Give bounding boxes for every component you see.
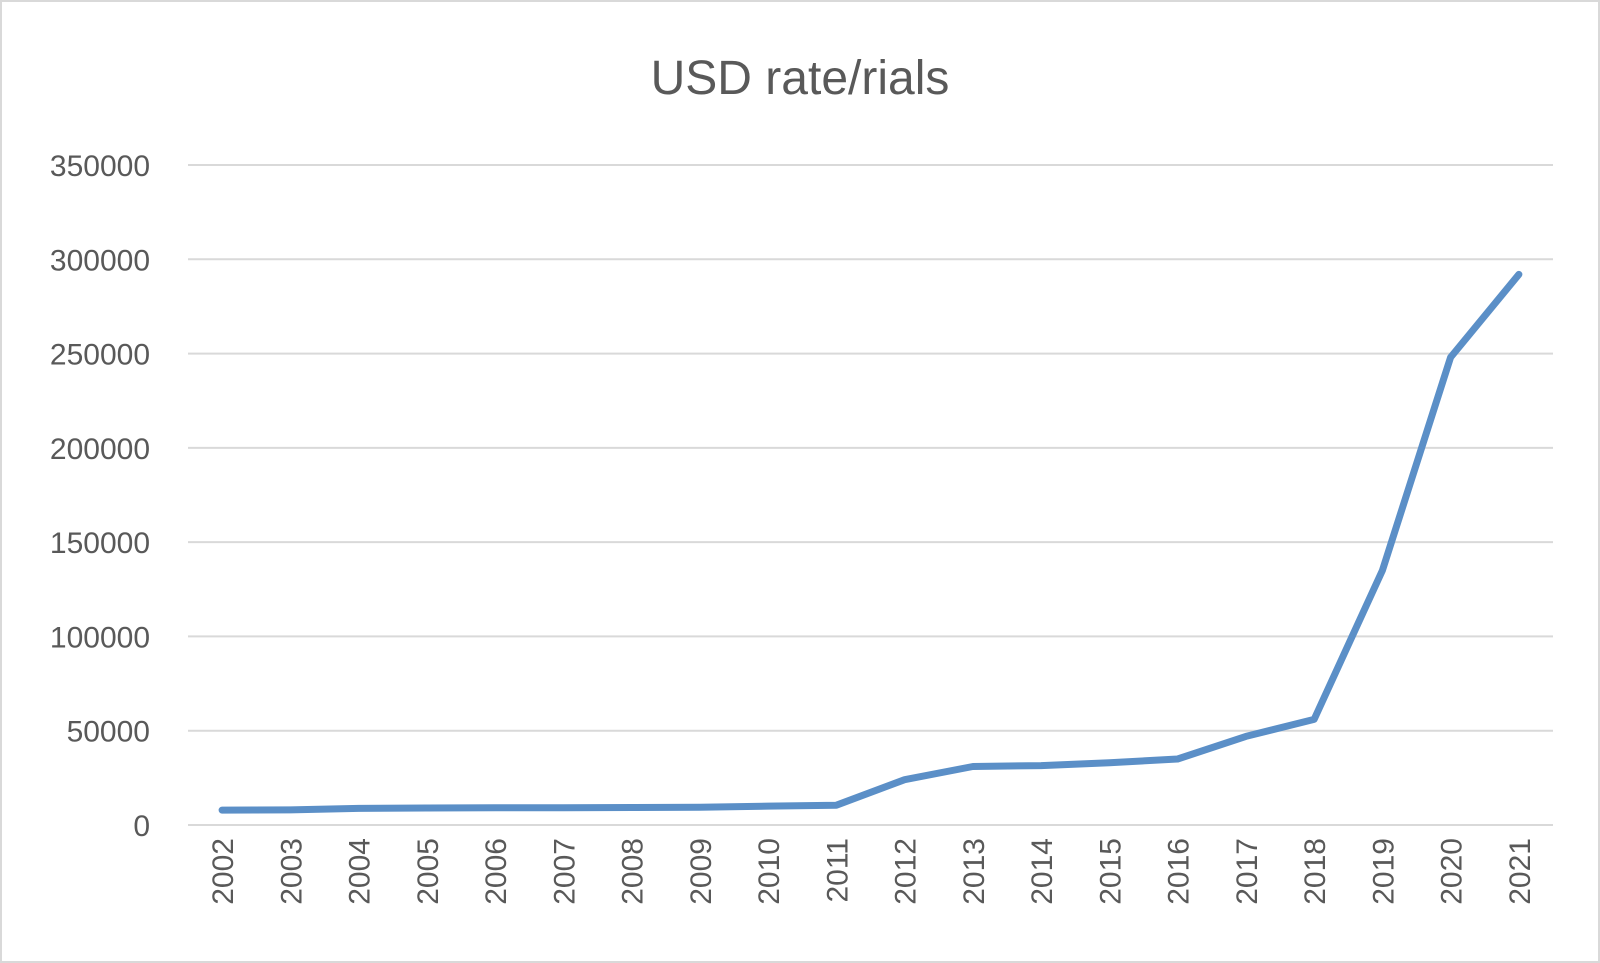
x-tick-label: 2008 — [617, 838, 650, 905]
x-tick-label: 2006 — [480, 838, 513, 905]
x-tick-label: 2019 — [1367, 838, 1400, 905]
x-tick-label: 2002 — [207, 838, 240, 905]
x-tick-label: 2012 — [890, 838, 923, 905]
y-tick-label: 0 — [133, 810, 150, 843]
x-tick-label: 2017 — [1231, 838, 1264, 905]
y-tick-label: 300000 — [50, 244, 150, 277]
x-tick-label: 2009 — [685, 838, 718, 905]
x-axis-ticks: 2002 2003 2004 2005 2006 2007 2008 2009 2010 2011… — [207, 838, 1537, 905]
y-tick-label: 50000 — [67, 716, 150, 749]
x-tick-label: 2013 — [958, 838, 991, 905]
y-tick-label: 150000 — [50, 527, 150, 560]
x-tick-label: 2016 — [1163, 838, 1196, 905]
x-tick-label: 2003 — [275, 838, 308, 905]
chart-title: USD rate/rials — [651, 52, 950, 105]
y-tick-label: 350000 — [50, 150, 150, 183]
x-tick-label: 2004 — [344, 838, 377, 905]
y-tick-label: 100000 — [50, 621, 150, 654]
series-line — [218, 270, 1523, 814]
y-tick-label: 250000 — [50, 339, 150, 372]
x-tick-label: 2005 — [412, 838, 445, 905]
x-tick-label: 2015 — [1094, 838, 1127, 905]
gridlines — [188, 164, 1553, 826]
y-tick-label: 200000 — [50, 433, 150, 466]
x-tick-label: 2018 — [1299, 838, 1332, 905]
x-tick-label: 2010 — [753, 838, 786, 905]
y-axis-ticks: 0 50000 100000 150000 200000 250000 300000 3500… — [50, 150, 150, 843]
x-tick-label: 2007 — [548, 838, 581, 905]
x-tick-label: 2020 — [1436, 838, 1469, 905]
x-tick-label: 2014 — [1026, 838, 1059, 905]
x-tick-label: 2021 — [1504, 838, 1537, 905]
x-tick-label: 2011 — [821, 838, 854, 903]
